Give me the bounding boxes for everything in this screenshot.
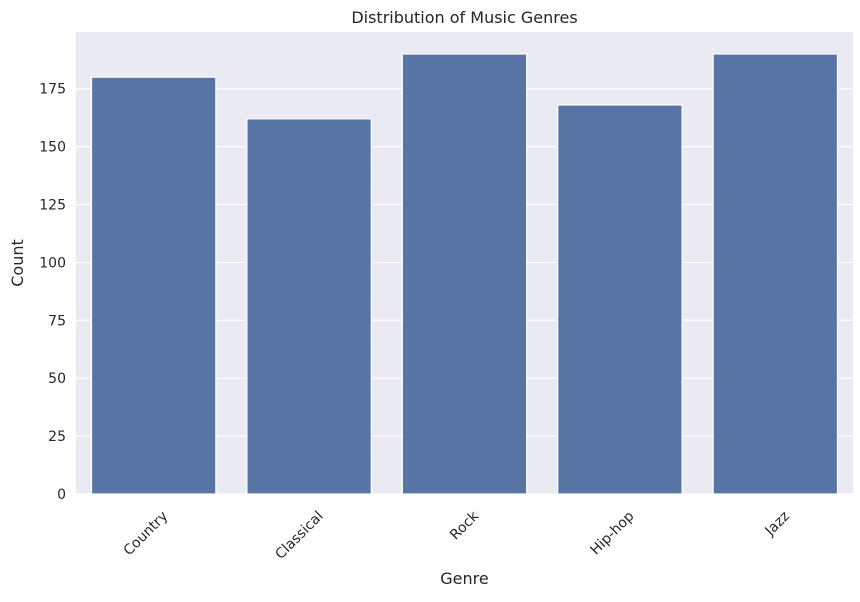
y-tick-label: 75 bbox=[48, 313, 66, 329]
x-tick-label: Jazz bbox=[762, 508, 793, 539]
bars bbox=[90, 53, 839, 495]
x-axis-ticks: Country Classical Rock Hip-hop Jazz bbox=[121, 508, 793, 563]
y-tick-label: 100 bbox=[39, 255, 66, 271]
x-tick-label: Hip-hop bbox=[588, 508, 638, 558]
bar-jazz bbox=[712, 53, 839, 495]
bar-country bbox=[90, 76, 217, 495]
y-tick-label: 175 bbox=[39, 82, 66, 98]
x-axis-label: Genre bbox=[440, 569, 488, 588]
y-tick-label: 25 bbox=[48, 429, 66, 445]
x-tick-label: Rock bbox=[447, 508, 483, 544]
y-axis-ticks: 0 25 50 75 100 125 150 175 bbox=[39, 82, 66, 503]
y-tick-label: 125 bbox=[39, 198, 66, 214]
x-tick-label: Country bbox=[121, 508, 172, 559]
bar-hip-hop bbox=[557, 104, 683, 495]
y-tick-label: 150 bbox=[39, 140, 66, 156]
y-axis-label: Count bbox=[8, 239, 27, 287]
x-tick-label: Classical bbox=[272, 508, 326, 562]
bar-rock bbox=[401, 53, 528, 495]
chart-title: Distribution of Music Genres bbox=[351, 8, 577, 27]
bar-classical bbox=[246, 118, 372, 495]
y-tick-label: 0 bbox=[57, 487, 66, 503]
y-tick-label: 50 bbox=[48, 371, 66, 387]
